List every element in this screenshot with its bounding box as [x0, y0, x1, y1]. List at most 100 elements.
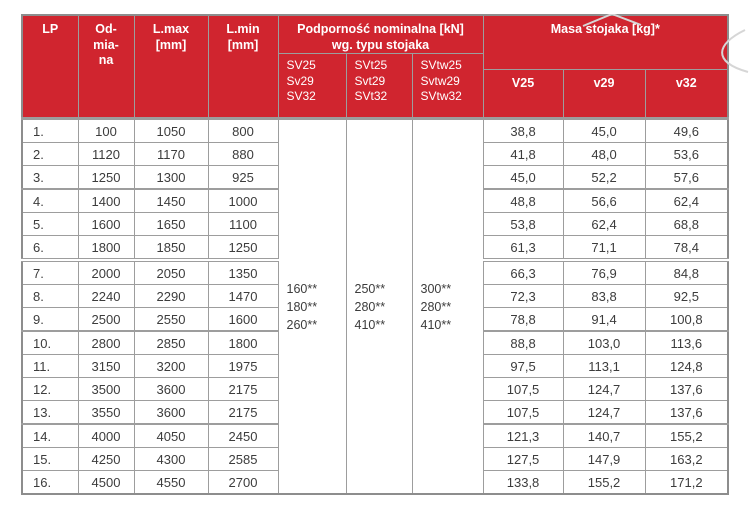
cell-v29: 56,6: [562, 188, 646, 214]
cell-lmax: 3600: [133, 400, 209, 426]
col-header-sv: SV25 Sv29 SV32: [277, 53, 347, 121]
table-header: LP Od- mia- na L.max [mm] L.min [mm] Pod…: [21, 14, 729, 121]
cell-odmiana: 3550: [77, 400, 135, 426]
cell-lmin: 2700: [207, 470, 279, 495]
cell-lmin: 2175: [207, 377, 279, 402]
cell-lp: 9.: [21, 307, 79, 333]
cell-lmin: 1250: [207, 235, 279, 263]
cell-v29: 45,0: [562, 118, 646, 144]
cell-lmax: 1170: [133, 142, 209, 167]
table-row: 6. 1800 1850 1250 61,3 71,1 78,4: [21, 235, 729, 263]
cell-lp: 14.: [21, 423, 79, 449]
cell-odmiana: 1800: [77, 235, 135, 263]
cell-v29: 155,2: [562, 470, 646, 495]
cell-lp: 4.: [21, 188, 79, 214]
cell-v25: 41,8: [482, 142, 564, 167]
cell-odmiana: 1400: [77, 188, 135, 214]
cell-odmiana: 3500: [77, 377, 135, 402]
cell-lp: 5.: [21, 212, 79, 237]
cell-odmiana: 100: [77, 118, 135, 144]
cell-odmiana: 4500: [77, 470, 135, 495]
cell-lmax: 1050: [133, 118, 209, 144]
cell-v32: 137,6: [644, 400, 729, 426]
cell-lmin: 1350: [207, 259, 279, 286]
table-row: 10. 2800 2850 1800 88,8 103,0 113,6: [21, 330, 729, 356]
cell-v25: 66,3: [482, 259, 564, 286]
col-header-odmiana: Od- mia- na: [77, 14, 135, 121]
cell-odmiana: 4000: [77, 423, 135, 449]
cell-lmax: 2050: [133, 259, 209, 286]
cell-lmax: 4550: [133, 470, 209, 495]
cell-v32: 49,6: [644, 118, 729, 144]
cell-v25: 72,3: [482, 284, 564, 309]
cell-v29: 48,0: [562, 142, 646, 167]
table-row: 5. 1600 1650 1100 53,8 62,4 68,8: [21, 212, 729, 237]
cell-v25: 53,8: [482, 212, 564, 237]
cell-lmin: 1100: [207, 212, 279, 237]
col-header-podpornosc: Podporność nominalna [kN] wg. typu stoja…: [277, 14, 484, 55]
table-row: 9. 2500 2550 1600 78,8 91,4 100,8: [21, 307, 729, 333]
cell-lmax: 2550: [133, 307, 209, 333]
cell-lp: 16.: [21, 470, 79, 495]
cell-v32: 137,6: [644, 377, 729, 402]
cell-v29: 140,7: [562, 423, 646, 449]
cell-v32: 68,8: [644, 212, 729, 237]
cell-lp: 3.: [21, 165, 79, 191]
cell-lmin: 1000: [207, 188, 279, 214]
cell-lmax: 1650: [133, 212, 209, 237]
col-header-lmin: L.min [mm]: [207, 14, 279, 121]
table-row: 13. 3550 3600 2175 107,5 124,7 137,6: [21, 400, 729, 426]
col-header-svtw: SVtw25 Svtw29 SVtw32: [411, 53, 484, 121]
table-row: 14. 4000 4050 2450 121,3 140,7 155,2: [21, 423, 729, 449]
cell-v32: 92,5: [644, 284, 729, 309]
cell-v25: 121,3: [482, 423, 564, 449]
cell-v29: 71,1: [562, 235, 646, 263]
cell-lmin: 1800: [207, 330, 279, 356]
cell-lp: 2.: [21, 142, 79, 167]
spec-table: LP Od- mia- na L.max [mm] L.min [mm] Pod…: [21, 14, 730, 496]
cell-v32: 57,6: [644, 165, 729, 191]
cell-v29: 147,9: [562, 447, 646, 472]
cell-nominal-svt: 250** 280** 410**: [345, 118, 413, 495]
col-header-masa: Masa stojaka [kg]*: [482, 14, 729, 71]
table-body: 1. 100 1050 800 160** 180** 260** 250** 280**…: [21, 118, 729, 495]
cell-v25: 45,0: [482, 165, 564, 191]
cell-lp: 8.: [21, 284, 79, 309]
cell-v32: 124,8: [644, 354, 729, 379]
cell-lmin: 1470: [207, 284, 279, 309]
cell-lmin: 2585: [207, 447, 279, 472]
table-row: 3. 1250 1300 925 45,0 52,2 57,6: [21, 165, 729, 191]
col-header-v32: v32: [644, 69, 729, 121]
cell-lmax: 2850: [133, 330, 209, 356]
cell-lmin: 2450: [207, 423, 279, 449]
cell-lp: 12.: [21, 377, 79, 402]
cell-lp: 10.: [21, 330, 79, 356]
cell-v29: 124,7: [562, 400, 646, 426]
cell-lp: 15.: [21, 447, 79, 472]
cell-lp: 7.: [21, 259, 79, 286]
cell-lmax: 1300: [133, 165, 209, 191]
cell-v25: 61,3: [482, 235, 564, 263]
col-header-svt: SVt25 Svt29 SVt32: [345, 53, 413, 121]
table-row: 15. 4250 4300 2585 127,5 147,9 163,2: [21, 447, 729, 472]
cell-v25: 48,8: [482, 188, 564, 214]
cell-v25: 133,8: [482, 470, 564, 495]
cell-v29: 103,0: [562, 330, 646, 356]
cell-odmiana: 2500: [77, 307, 135, 333]
cell-lmin: 800: [207, 118, 279, 144]
cell-v32: 100,8: [644, 307, 729, 333]
table-row: 12. 3500 3600 2175 107,5 124,7 137,6: [21, 377, 729, 402]
cell-v29: 83,8: [562, 284, 646, 309]
cell-v29: 91,4: [562, 307, 646, 333]
cell-v29: 113,1: [562, 354, 646, 379]
cell-v32: 171,2: [644, 470, 729, 495]
cell-v32: 163,2: [644, 447, 729, 472]
col-header-lp: LP: [21, 14, 79, 121]
cell-v29: 76,9: [562, 259, 646, 286]
cell-odmiana: 2800: [77, 330, 135, 356]
cell-lmax: 1450: [133, 188, 209, 214]
cell-lmax: 2290: [133, 284, 209, 309]
cell-lmin: 880: [207, 142, 279, 167]
cell-v25: 78,8: [482, 307, 564, 333]
table-row: 7. 2000 2050 1350 66,3 76,9 84,8: [21, 259, 729, 286]
